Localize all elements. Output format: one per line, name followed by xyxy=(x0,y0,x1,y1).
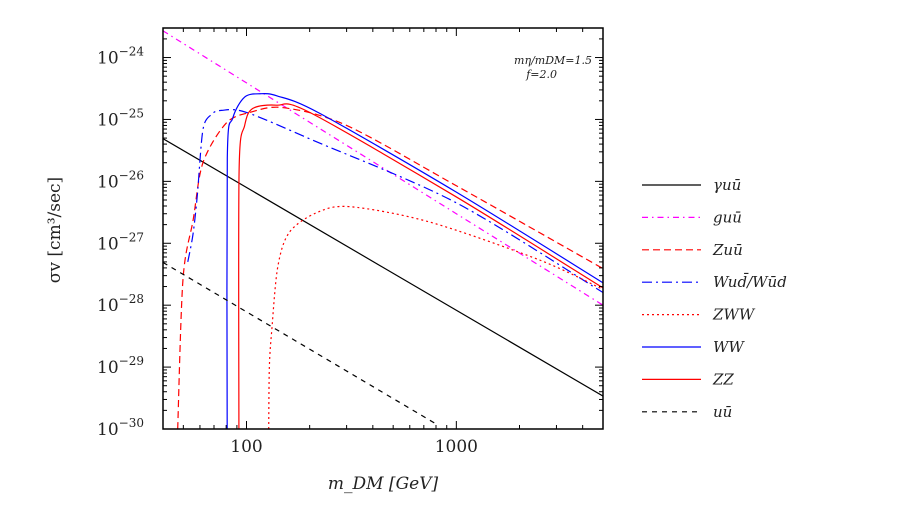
series-line-5 xyxy=(226,92,603,429)
x-tick-label: 1000 xyxy=(435,437,478,457)
series-line-3 xyxy=(187,108,603,294)
series-line-2 xyxy=(177,106,603,429)
legend-item: uū xyxy=(642,403,732,421)
y-tick-label: 10−27 xyxy=(97,230,144,254)
x-axis-label: m_DM [GeV] xyxy=(328,474,439,494)
legend-label: WW xyxy=(713,338,745,356)
y-tick-label: 10−24 xyxy=(97,45,144,69)
y-tick-label: 10−26 xyxy=(97,168,144,192)
y-tick-label: 10−30 xyxy=(97,416,144,440)
legend-label: guū xyxy=(713,208,742,226)
x-tick-label: 100 xyxy=(230,437,262,457)
legend-label: ZZ xyxy=(712,370,734,388)
legend-label: ZWW xyxy=(712,306,756,324)
curves xyxy=(163,30,603,429)
legend-item: WW xyxy=(642,338,745,356)
series-line-7 xyxy=(163,261,437,425)
y-tick-label: 10−25 xyxy=(97,106,144,130)
legend-item: guū xyxy=(642,208,742,226)
legend-label: Wud̄/Wūd xyxy=(713,273,787,291)
series-line-6 xyxy=(238,103,603,429)
y-axis-label: σv [cm³/sec] xyxy=(45,177,65,283)
annotation-line-1: mη/mDM=1.5 xyxy=(514,54,592,67)
series-line-1 xyxy=(163,30,603,306)
legend-item: γuū xyxy=(642,176,741,194)
legend-item: Zuū xyxy=(642,241,743,259)
axes: 100 1000 10−24 10−25 10−26 10−27 10−28 10−29 10−… xyxy=(97,27,604,457)
legend-label: Zuū xyxy=(712,241,743,259)
legend-label: γuū xyxy=(713,176,741,194)
legend-item: ZZ xyxy=(642,370,734,388)
legend-item: Wud̄/Wūd xyxy=(642,273,787,291)
annotation-line-2: f=2.0 xyxy=(525,68,557,81)
legend-item: ZWW xyxy=(642,306,756,324)
series-line-0 xyxy=(163,138,603,397)
legend: γuū guū Zuū Wud̄/Wūd ZWW WW ZZ uū xyxy=(642,176,787,421)
y-tick-label: 10−29 xyxy=(97,354,144,378)
y-tick-label: 10−28 xyxy=(97,292,144,316)
legend-label: uū xyxy=(713,403,732,421)
plot-frame xyxy=(162,27,604,430)
